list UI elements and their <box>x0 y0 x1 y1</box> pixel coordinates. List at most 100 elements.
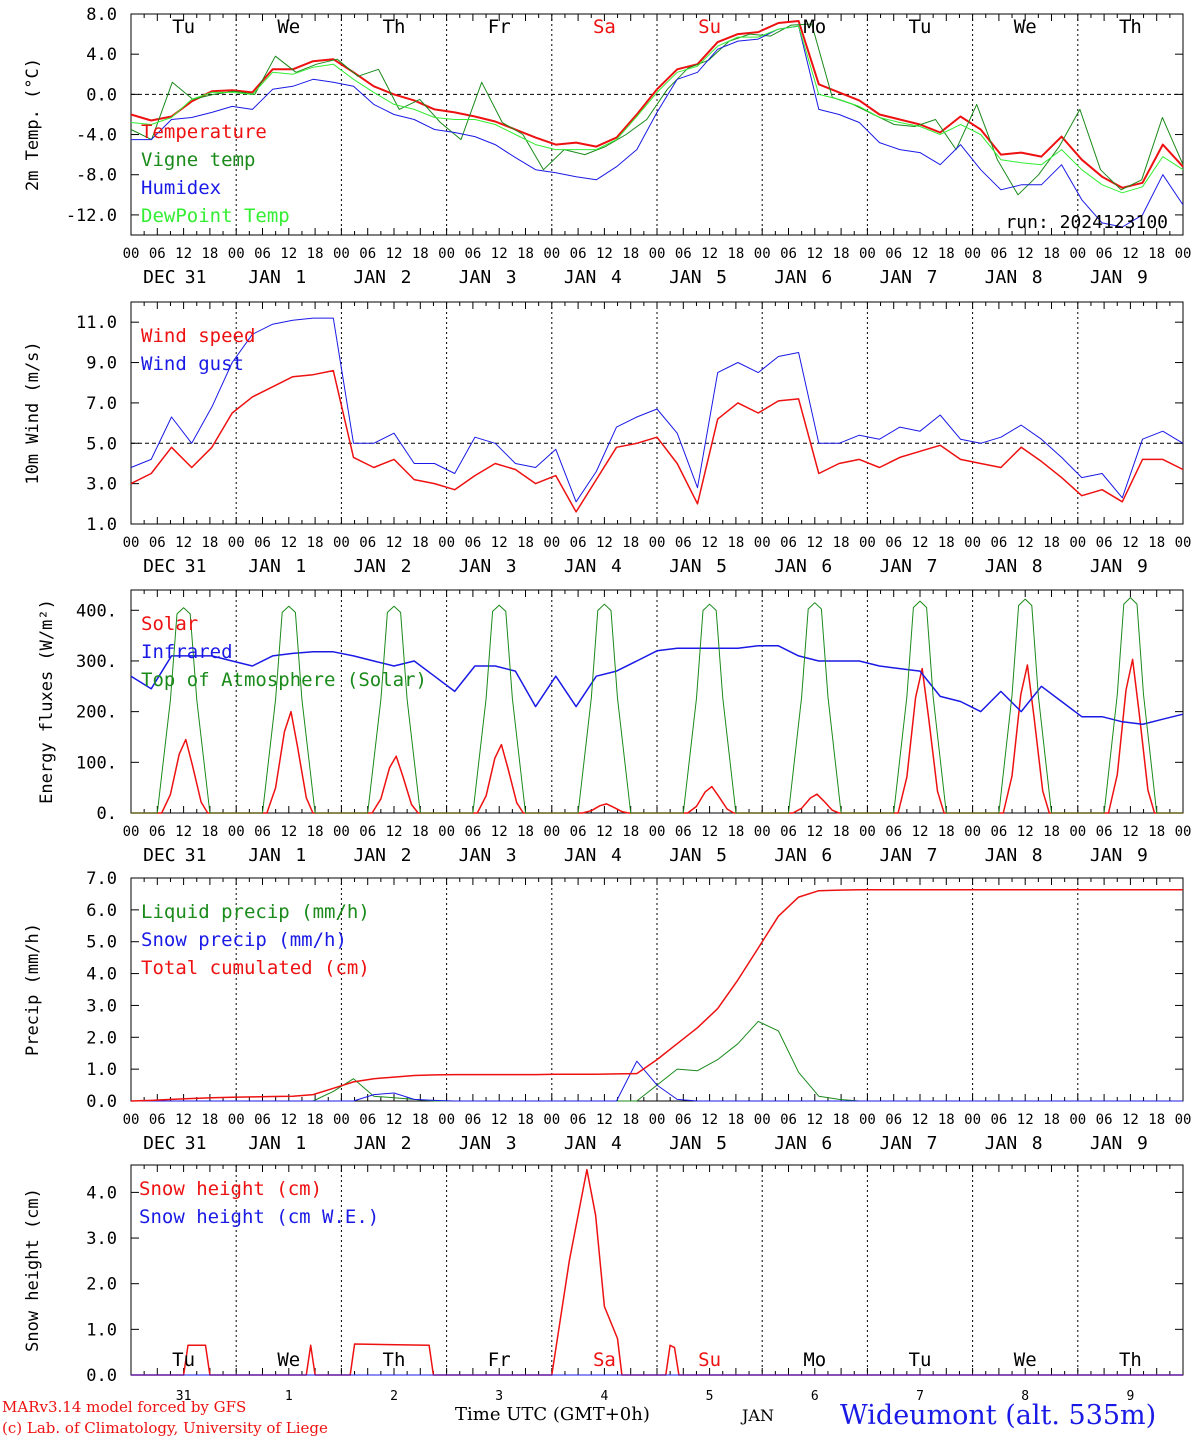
y-tick-label: 3.0 <box>86 996 117 1016</box>
x-tick-label: 12 <box>912 535 929 551</box>
date-month-label: JAN <box>353 1133 386 1154</box>
date-month-label: JAN <box>879 845 912 866</box>
x-tick-label: 06 <box>990 824 1007 840</box>
date-day-label: 4 <box>611 845 622 866</box>
x-tick-label: 00 <box>543 824 560 840</box>
weekday-label: Tu <box>172 16 195 38</box>
x-tick-label: 12 <box>280 824 297 840</box>
date-day-label: 9 <box>1137 1133 1148 1154</box>
date-day-label: 8 <box>1032 1133 1043 1154</box>
x-tick-label: 12 <box>175 535 192 551</box>
x-tick-label: 00 <box>123 1112 140 1128</box>
x-tick-label: 18 <box>1148 246 1165 262</box>
x-tick-label: 12 <box>806 1112 823 1128</box>
date-month-label: JAN <box>459 1133 492 1154</box>
x-tick-label: 00 <box>333 535 350 551</box>
x-tick-label: 00 <box>228 824 245 840</box>
y-tick-label: -8.0 <box>76 166 117 186</box>
x-tick-label: 06 <box>780 824 797 840</box>
x-tick-label: 06 <box>149 535 166 551</box>
legend-entry: Temperature <box>141 121 267 143</box>
x-tick-label: 00 <box>964 824 981 840</box>
x-tick-label: 00 <box>228 246 245 262</box>
legend-entry: DewPoint Temp <box>141 205 290 227</box>
y-tick-label: 400. <box>76 601 117 621</box>
x-tick-label: 06 <box>149 1112 166 1128</box>
date-month-label: JAN <box>1090 1133 1123 1154</box>
date-month-label: JAN <box>774 845 807 866</box>
x-tick-label: 06 <box>464 824 481 840</box>
x-tick-label: 06 <box>570 1112 587 1128</box>
x-tick-label: 06 <box>464 1112 481 1128</box>
y-axis-label: Energy fluxes (W/m²) <box>37 599 57 804</box>
y-tick-label: 100. <box>76 753 117 773</box>
panel-4 <box>130 877 1184 1102</box>
date-day-label: 1 <box>295 1133 306 1154</box>
x-tick-label: 18 <box>307 535 324 551</box>
weekday-label: Tu <box>172 1349 195 1371</box>
date-month-label: JAN <box>985 845 1018 866</box>
x-tick-label: 00 <box>964 1112 981 1128</box>
date-day-label: 2 <box>401 845 412 866</box>
day-number-label: 9 <box>1126 1389 1134 1404</box>
x-tick-label: 12 <box>491 246 508 262</box>
station-title: Wideumont (alt. 535m) <box>840 1400 1157 1431</box>
x-tick-label: 06 <box>780 1112 797 1128</box>
x-tick-label: 06 <box>675 246 692 262</box>
x-tick-label: 06 <box>675 824 692 840</box>
weekday-label: Tu <box>909 16 932 38</box>
y-tick-label: -4.0 <box>76 126 117 146</box>
date-day-label: 1 <box>295 267 306 288</box>
x-tick-label: 06 <box>990 535 1007 551</box>
x-tick-label: 00 <box>333 1112 350 1128</box>
legend-entry: Liquid precip (mm/h) <box>141 901 370 923</box>
date-month-label: JAN <box>459 556 492 577</box>
x-tick-label: 12 <box>1122 246 1139 262</box>
date-month-label: JAN <box>985 1133 1018 1154</box>
x-tick-label: 12 <box>175 1112 192 1128</box>
x-tick-label: 18 <box>622 824 639 840</box>
day-number-label: 7 <box>916 1389 924 1404</box>
y-tick-label: 0. <box>97 804 117 824</box>
x-tick-label: 06 <box>885 824 902 840</box>
x-tick-label: 00 <box>1175 535 1192 551</box>
x-tick-label: 12 <box>596 1112 613 1128</box>
date-month-label: DEC <box>143 1133 176 1154</box>
legend-entry: Humidex <box>141 177 221 199</box>
x-tick-label: 12 <box>701 824 718 840</box>
x-tick-label: 06 <box>254 1112 271 1128</box>
x-tick-label: 06 <box>675 535 692 551</box>
x-tick-label: 12 <box>1122 1112 1139 1128</box>
x-tick-label: 12 <box>1017 246 1034 262</box>
weekday-label: Th <box>1119 16 1142 38</box>
date-month-label: JAN <box>353 556 386 577</box>
date-day-label: 31 <box>185 556 207 577</box>
day-number-label: 6 <box>811 1389 819 1404</box>
x-tick-label: 18 <box>1043 1112 1060 1128</box>
series-line-temperature <box>130 20 1184 189</box>
x-tick-label: 00 <box>228 535 245 551</box>
x-tick-label: 18 <box>201 1112 218 1128</box>
x-tick-label: 00 <box>543 535 560 551</box>
date-day-label: 4 <box>611 556 622 577</box>
x-tick-label: 12 <box>701 535 718 551</box>
x-tick-label: 18 <box>622 1112 639 1128</box>
weekday-label: Th <box>383 1349 406 1371</box>
x-tick-label: 06 <box>780 535 797 551</box>
date-day-label: 8 <box>1032 267 1043 288</box>
x-tick-label: 18 <box>833 246 850 262</box>
x-tick-label: 12 <box>1017 824 1034 840</box>
x-tick-label: 18 <box>517 824 534 840</box>
date-day-label: 7 <box>927 267 938 288</box>
x-tick-label: 00 <box>1069 246 1086 262</box>
weekday-label: We <box>277 16 300 38</box>
x-tick-label: 12 <box>1017 1112 1034 1128</box>
x-tick-label: 00 <box>964 246 981 262</box>
x-tick-label: 18 <box>517 246 534 262</box>
x-tick-label: 06 <box>1096 246 1113 262</box>
x-tick-label: 06 <box>675 1112 692 1128</box>
date-day-label: 5 <box>716 267 727 288</box>
x-tick-label: 06 <box>359 246 376 262</box>
date-day-label: 3 <box>506 267 517 288</box>
x-tick-label: 18 <box>833 1112 850 1128</box>
